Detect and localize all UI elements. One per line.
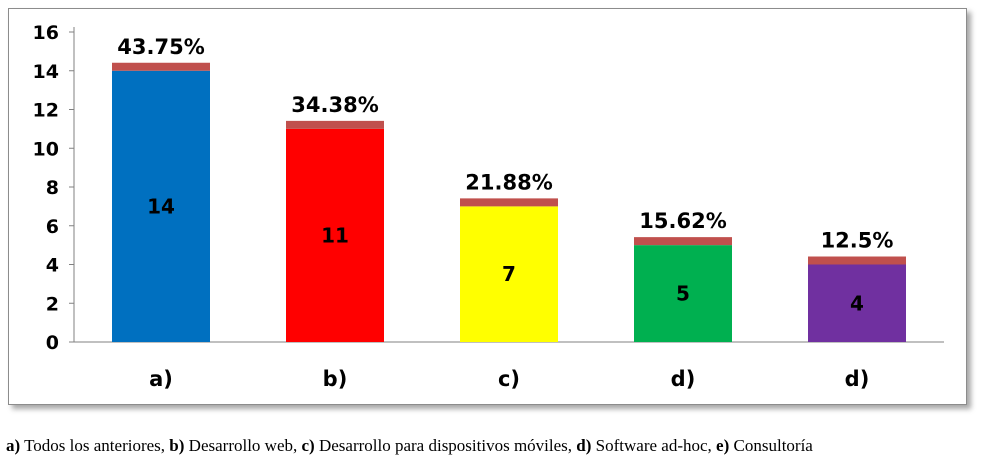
- caption-key-a: a): [6, 436, 21, 455]
- caption-key-d: d): [576, 436, 592, 455]
- bar-percent-label: 15.62%: [639, 209, 726, 233]
- y-tick-label: 14: [33, 61, 59, 83]
- bar-percent-label: 34.38%: [291, 93, 378, 117]
- y-tick-label: 6: [46, 216, 59, 238]
- x-category-label: a): [149, 367, 173, 391]
- caption-key-c: c): [301, 436, 315, 455]
- y-tick-label: 2: [46, 293, 59, 315]
- y-tick-label: 8: [46, 177, 59, 199]
- x-category-label: c): [498, 367, 520, 391]
- x-category-label: d): [671, 367, 696, 391]
- bar-value-label: 7: [502, 262, 516, 286]
- y-tick-label: 12: [33, 100, 59, 122]
- bars: 14 43.75% 11 34.38% 7 21.88% 5 15.62% 4 12.5%: [112, 35, 906, 342]
- bar-percent-label: 43.75%: [117, 35, 204, 59]
- bar-percent-label: 21.88%: [465, 170, 552, 194]
- y-tick-label: 10: [33, 138, 59, 160]
- caption-text-d: Software ad-hoc,: [591, 436, 717, 455]
- caption-text-a: Todos los anteriores,: [20, 436, 170, 455]
- bar-cap: [112, 62, 210, 71]
- bar-value-label: 5: [676, 282, 690, 306]
- bar-chart: 0 2 4 6 8 10 12 14 16 a) b) c) d) d) 14 43.75% 11 34.38…: [33, 22, 944, 391]
- x-category-label: b): [323, 367, 348, 391]
- bar-value-label: 4: [850, 291, 864, 315]
- bar-percent-label: 12.5%: [821, 229, 894, 253]
- bar: [808, 264, 906, 342]
- bar: [286, 128, 384, 342]
- bar-cap: [634, 237, 732, 246]
- caption-text-c: Desarrollo para dispositivos móviles,: [314, 436, 577, 455]
- caption-key-e: e): [716, 436, 730, 455]
- bar-cap: [808, 256, 906, 265]
- caption-key-b: b): [169, 436, 185, 455]
- bar-value-label: 14: [147, 194, 175, 218]
- x-axis: a) b) c) d) d): [74, 341, 944, 391]
- caption-text-b: Desarrollo web,: [184, 436, 302, 455]
- y-tick-label: 16: [33, 22, 59, 44]
- figure-caption: a) Todos los anteriores, b) Desarrollo w…: [6, 436, 990, 456]
- bar-cap: [286, 120, 384, 129]
- bar-value-label: 11: [321, 223, 349, 247]
- bar: [112, 70, 210, 342]
- y-axis: 0 2 4 6 8 10 12 14 16: [33, 22, 75, 354]
- bar: [460, 206, 558, 342]
- y-tick-label: 4: [46, 255, 59, 277]
- bar: [634, 245, 732, 342]
- y-tick-label: 0: [46, 332, 59, 354]
- caption-text-e: Consultoría: [729, 436, 813, 455]
- x-category-label: d): [845, 367, 870, 391]
- chart-frame: 0 2 4 6 8 10 12 14 16 a) b) c) d) d) 14 43.75% 11 34.38…: [8, 8, 967, 405]
- bar-cap: [460, 198, 558, 207]
